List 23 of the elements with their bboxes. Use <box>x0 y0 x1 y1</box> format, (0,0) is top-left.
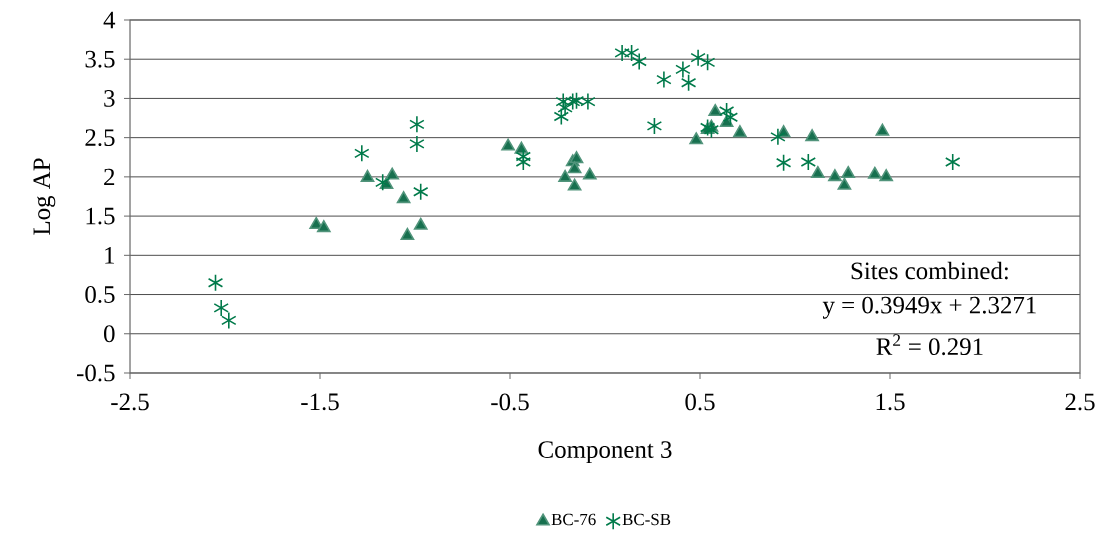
legend-label: BC-SB <box>622 513 671 526</box>
y-tick-label: 1.5 <box>86 207 115 225</box>
y-tick-label: 3.5 <box>85 50 115 68</box>
annotation: Sites combined: <box>851 261 1008 280</box>
legend-label: BC-76 <box>551 513 596 526</box>
x-axis-title: Component 3 <box>538 441 672 463</box>
annotation: y = 0.3949x + 2.3271 <box>822 296 1036 319</box>
y-tick-label: 4 <box>103 11 116 29</box>
y-tick-label: 3 <box>104 90 115 107</box>
y-tick-label: 1 <box>105 247 115 264</box>
y-tick-label: -0.5 <box>77 364 115 382</box>
y-axis-title: Log AP <box>33 158 56 235</box>
x-tick-label: 2.5 <box>1065 393 1095 411</box>
x-tick-label: 1.5 <box>876 393 905 411</box>
x-tick-label: -0.5 <box>491 393 529 411</box>
x-tick-label: 0.5 <box>685 393 715 411</box>
x-tick-label: -2.5 <box>111 393 149 411</box>
y-tick-label: 0.5 <box>85 286 115 304</box>
x-tick-label: -1.5 <box>301 393 339 411</box>
annotation: R$^{2}$ = 0.291 <box>876 334 983 356</box>
y-tick-label: 2.5 <box>85 129 115 147</box>
y-tick-label: 0 <box>104 325 115 343</box>
y-tick-label: 2 <box>104 168 115 186</box>
